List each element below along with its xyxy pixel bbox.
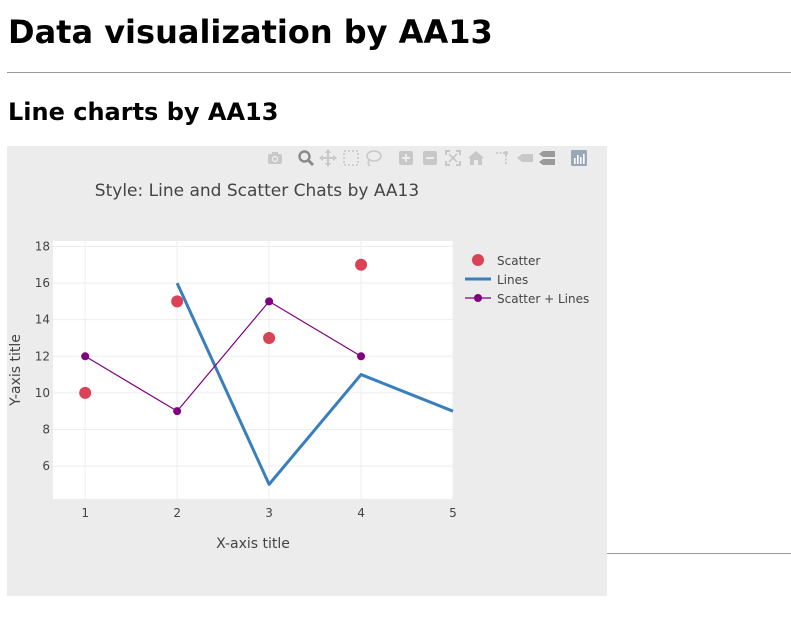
section-heading: Line charts by AA13 xyxy=(8,98,279,126)
x-tick-label: 5 xyxy=(449,506,457,520)
plot-area[interactable] xyxy=(53,241,453,499)
pan-icon[interactable] xyxy=(319,149,337,167)
modebar xyxy=(266,149,602,167)
plotly-logo-icon[interactable] xyxy=(570,149,588,167)
legend-label: Lines xyxy=(497,273,528,287)
data-point xyxy=(263,331,276,344)
legend-marker xyxy=(472,254,484,266)
legend-label: Scatter + Lines xyxy=(497,292,589,306)
series-layer xyxy=(79,258,454,486)
y-axis-label: Y-axis title xyxy=(8,334,24,407)
data-point xyxy=(171,295,184,308)
y-tick-label: 14 xyxy=(35,313,50,327)
x-tick-label: 3 xyxy=(265,506,273,520)
data-point xyxy=(355,258,368,271)
y-tick-label: 12 xyxy=(35,349,50,363)
x-tick-label: 2 xyxy=(173,506,181,520)
page-title: Data visualization by AA13 xyxy=(8,13,493,51)
y-tick-label: 10 xyxy=(35,386,50,400)
data-point xyxy=(357,352,366,361)
lasso-select-icon[interactable] xyxy=(364,149,382,167)
box-select-icon[interactable] xyxy=(342,149,360,167)
zoom-in-icon[interactable] xyxy=(397,149,415,167)
zoom-icon[interactable] xyxy=(297,149,315,167)
x-tick-label: 1 xyxy=(81,506,89,520)
legend[interactable]: Scatter Lines Scatter + Lines xyxy=(465,254,589,306)
data-point xyxy=(265,297,274,306)
spike-lines-icon[interactable] xyxy=(494,149,512,167)
y-tick-label: 8 xyxy=(42,422,50,436)
hover-compare-icon[interactable] xyxy=(538,149,556,167)
data-point xyxy=(173,407,182,416)
y-tick-label: 6 xyxy=(42,459,50,473)
data-point xyxy=(81,352,90,361)
data-point xyxy=(79,386,92,399)
legend-marker xyxy=(474,294,482,302)
series-line-scatter-lines xyxy=(84,300,362,412)
chart-title: Style: Line and Scatter Chats by AA13 xyxy=(95,181,419,201)
x-tick-label: 4 xyxy=(357,506,365,520)
bottom-divider xyxy=(607,553,791,554)
reset-axes-icon[interactable] xyxy=(467,149,485,167)
series-line-lines xyxy=(175,282,454,486)
legend-label: Scatter xyxy=(497,254,540,268)
autoscale-icon[interactable] xyxy=(444,149,462,167)
camera-icon[interactable] xyxy=(266,149,284,167)
x-axis-label: X-axis title xyxy=(216,536,290,552)
top-divider xyxy=(7,72,791,73)
y-tick-label: 18 xyxy=(35,239,50,253)
y-tick-label: 16 xyxy=(35,276,50,290)
hover-closest-icon[interactable] xyxy=(516,149,534,167)
zoom-out-icon[interactable] xyxy=(421,149,439,167)
